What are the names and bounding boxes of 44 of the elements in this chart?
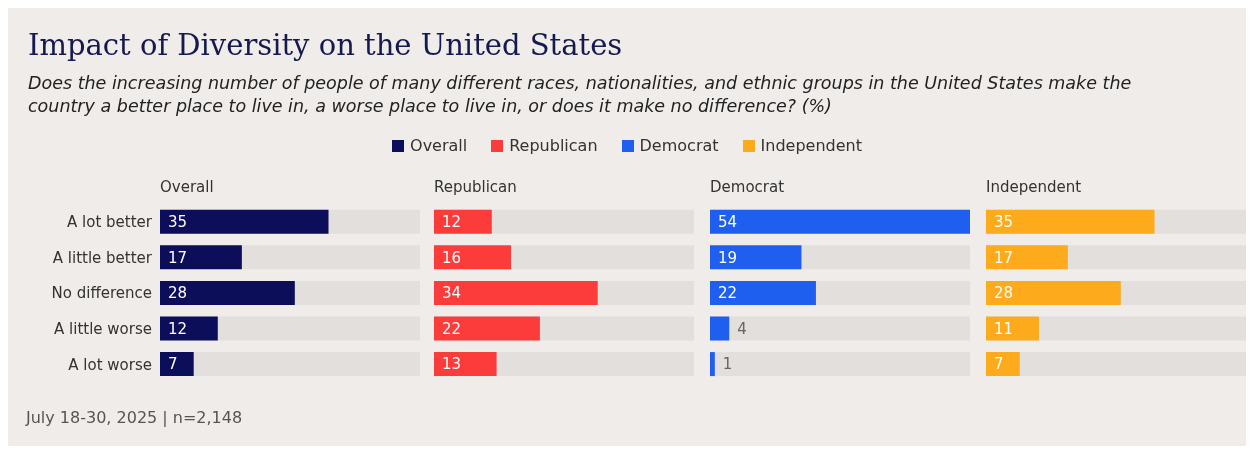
legend-label: Republican <box>508 136 598 155</box>
text: Democrat <box>710 178 785 196</box>
y-tick-label: No difference <box>51 284 152 303</box>
bar <box>986 352 1020 377</box>
data-label: 16 <box>442 248 462 267</box>
data-label: 54 <box>718 212 738 231</box>
data-label: 13 <box>442 355 462 374</box>
data-label: 12 <box>442 212 462 231</box>
data-label: 11 <box>994 319 1014 338</box>
data-label: 35 <box>168 212 188 231</box>
y-tick-label: A little better <box>52 248 153 267</box>
data-label: 17 <box>168 248 188 267</box>
bar <box>160 316 218 341</box>
data-label: 7 <box>168 355 178 374</box>
data-label: 28 <box>168 284 188 303</box>
data-label: 22 <box>718 284 738 303</box>
legend-label: Overall <box>409 136 468 155</box>
data-label: 34 <box>442 284 462 303</box>
text: Republican <box>434 178 517 196</box>
data-label: 19 <box>718 248 738 267</box>
data-label: 28 <box>994 284 1014 303</box>
legend-label: Independent <box>759 136 862 155</box>
data-label: 4 <box>737 319 747 338</box>
text: Independent <box>986 178 1082 196</box>
bar <box>710 352 715 377</box>
bar <box>986 316 1039 341</box>
data-label: 12 <box>168 319 188 338</box>
y-tick-label: A lot worse <box>68 355 152 374</box>
bar <box>710 316 730 341</box>
text: Does the increasing number of people of many different races, nationalities, and ethnic groups in the United States make the country a better place to live in, a worse place to live in, or does it make no difference? (%) <box>28 72 1133 118</box>
legend-label: Democrat <box>638 136 719 155</box>
data-label: 35 <box>994 212 1014 231</box>
data-label: 17 <box>994 248 1014 267</box>
bar <box>434 209 492 234</box>
text: July 18-30, 2025 | n=2,148 <box>26 408 243 427</box>
chart-title: Impact of Diversity on the United States <box>28 28 623 62</box>
data-label: 22 <box>442 319 462 338</box>
text: Overall <box>160 178 214 196</box>
bar <box>160 352 194 377</box>
y-tick-label: A little worse <box>54 319 152 338</box>
bar <box>434 352 497 377</box>
data-label: 1 <box>722 355 733 374</box>
y-tick-label: A lot better <box>67 213 153 232</box>
data-label: 7 <box>994 355 1004 374</box>
